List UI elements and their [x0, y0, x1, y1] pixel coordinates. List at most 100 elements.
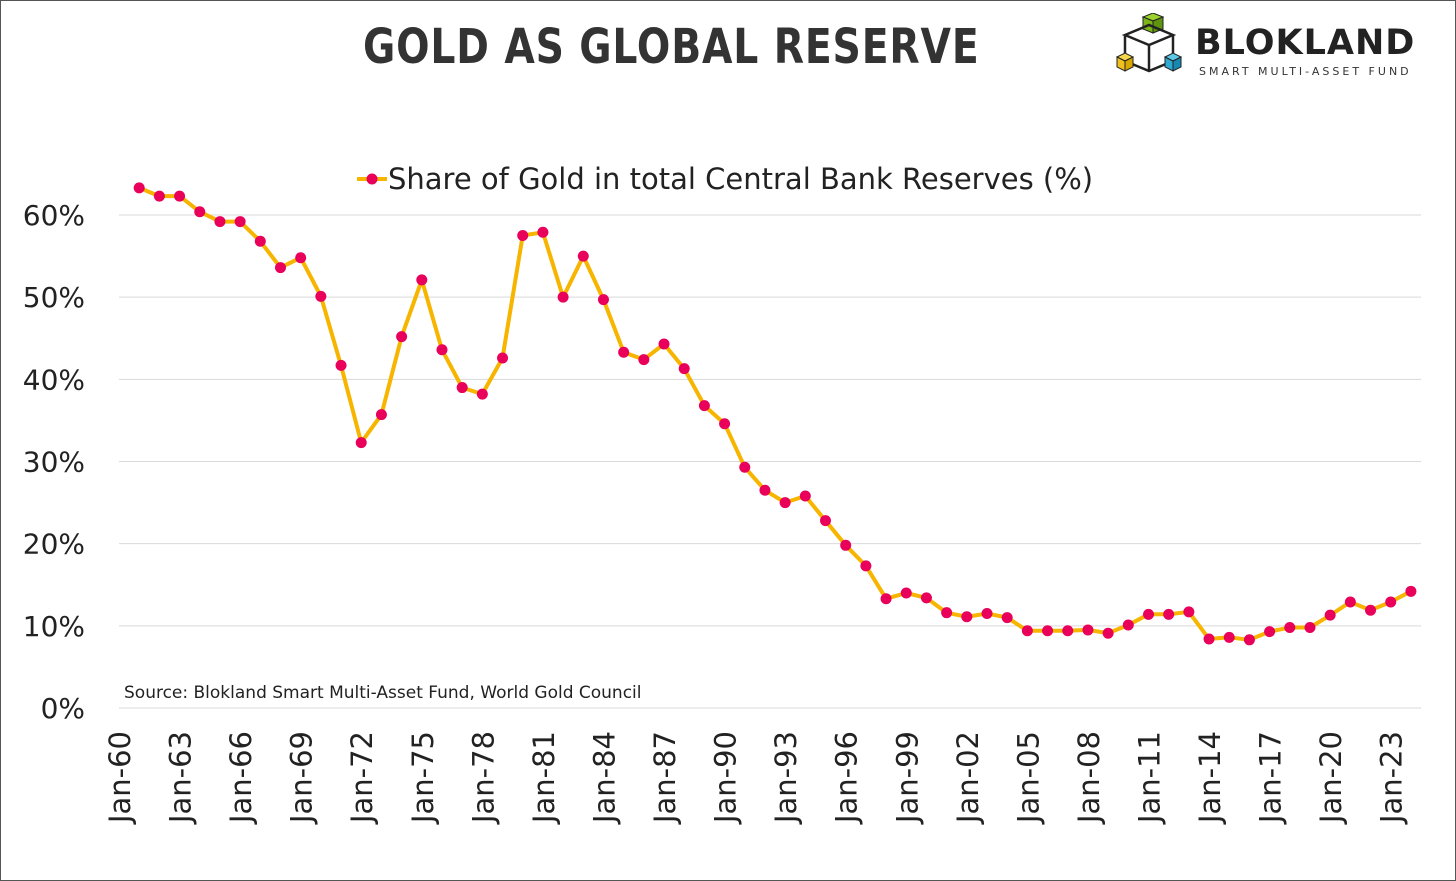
- data-point: [416, 274, 428, 286]
- data-point: [880, 593, 892, 605]
- x-tick-label: Jan-87: [648, 731, 682, 825]
- x-tick-label: Jan-99: [890, 731, 924, 825]
- blokland-logo: BLOKLAND SMART MULTI-ASSET FUND: [1113, 13, 1443, 83]
- data-point: [618, 346, 630, 358]
- data-point: [860, 560, 872, 572]
- x-tick-label: Jan-02: [951, 731, 985, 825]
- data-point: [840, 539, 852, 551]
- data-point: [234, 216, 246, 228]
- data-point: [1021, 625, 1033, 637]
- data-point: [497, 352, 509, 364]
- data-point: [1324, 609, 1336, 621]
- data-point: [1001, 612, 1013, 624]
- data-point: [133, 182, 145, 194]
- data-point: [396, 331, 408, 343]
- x-tick-label: Jan-63: [164, 731, 198, 825]
- y-tick-label: 30%: [23, 446, 85, 479]
- x-tick-label: Jan-20: [1314, 731, 1348, 825]
- data-point: [153, 190, 165, 202]
- source-note: Source: Blokland Smart Multi-Asset Fund,…: [124, 683, 642, 703]
- x-tick-label: Jan-90: [709, 731, 743, 825]
- data-point: [1264, 626, 1276, 638]
- data-point: [194, 206, 206, 218]
- data-point: [1102, 627, 1114, 639]
- data-point: [981, 608, 993, 620]
- data-point: [1365, 604, 1377, 616]
- data-point: [1405, 585, 1417, 597]
- x-tick-label: Jan-78: [466, 731, 500, 825]
- data-point: [638, 354, 650, 366]
- data-point: [355, 437, 367, 449]
- x-tick-label: Jan-75: [406, 731, 440, 825]
- series-line: [138, 186, 1412, 642]
- data-point: [759, 484, 771, 496]
- data-point: [779, 497, 791, 509]
- x-tick-label: Jan-14: [1193, 731, 1227, 825]
- data-point: [658, 338, 670, 350]
- y-tick-label: 10%: [23, 610, 85, 643]
- x-tick-label: Jan-81: [527, 731, 561, 825]
- series-markers: [133, 182, 1417, 646]
- data-point: [1223, 631, 1235, 643]
- data-point: [597, 294, 609, 306]
- chart-legend: Share of Gold in total Central Bank Rese…: [357, 162, 1093, 196]
- data-point: [375, 409, 387, 421]
- legend-marker-swatch: [366, 173, 378, 185]
- data-point: [174, 190, 186, 202]
- y-tick-label: 20%: [23, 528, 85, 561]
- data-point: [274, 262, 286, 274]
- data-point: [900, 587, 912, 599]
- x-tick-label: Jan-66: [224, 731, 258, 825]
- cube-logo-icon: [1115, 13, 1183, 73]
- data-point: [678, 363, 690, 375]
- x-tick-label: Jan-60: [103, 731, 137, 825]
- x-tick-label: Jan-69: [285, 731, 319, 825]
- x-tick-label: Jan-08: [1072, 731, 1106, 825]
- x-tick-label: Jan-05: [1011, 731, 1045, 825]
- logo-tagline: SMART MULTI-ASSET FUND: [1199, 65, 1412, 78]
- x-tick-label: Jan-17: [1254, 731, 1288, 825]
- data-point: [799, 490, 811, 502]
- data-point: [254, 235, 266, 247]
- x-tick-label: Jan-23: [1375, 731, 1409, 825]
- data-point: [335, 359, 347, 371]
- data-point: [1082, 624, 1094, 636]
- data-point: [1122, 619, 1134, 631]
- data-point: [517, 230, 529, 242]
- data-point: [1304, 621, 1316, 633]
- legend-label: Share of Gold in total Central Bank Rese…: [388, 162, 1093, 196]
- data-point: [1344, 596, 1356, 608]
- data-point: [1042, 625, 1054, 637]
- data-point: [820, 515, 832, 527]
- data-point: [941, 607, 953, 619]
- data-point: [476, 388, 488, 400]
- data-point: [456, 382, 468, 394]
- data-point: [1284, 621, 1296, 633]
- data-point: [1062, 625, 1074, 637]
- data-point: [436, 344, 448, 356]
- chart-title: GOLD AS GLOBAL RESERVE: [363, 19, 980, 75]
- data-point: [1203, 633, 1215, 645]
- data-point: [1163, 608, 1175, 620]
- y-tick-label: 40%: [23, 363, 85, 396]
- data-point: [1385, 596, 1397, 608]
- data-point: [214, 216, 226, 228]
- data-point: [537, 226, 549, 238]
- x-tick-label: Jan-93: [769, 731, 803, 825]
- x-tick-label: Jan-11: [1132, 731, 1166, 825]
- logo-name: BLOKLAND: [1195, 23, 1416, 63]
- x-tick-label: Jan-84: [587, 731, 621, 825]
- data-point: [577, 250, 589, 262]
- data-point: [920, 592, 932, 604]
- data-point: [1142, 608, 1154, 620]
- data-point: [315, 290, 327, 302]
- y-axis-ticks: 0% 10% 20% 30% 40% 50% 60%: [23, 199, 85, 725]
- x-tick-label: Jan-72: [345, 731, 379, 825]
- y-tick-label: 0%: [41, 692, 85, 725]
- gridlines: [119, 214, 1421, 709]
- y-tick-label: 50%: [23, 281, 85, 314]
- data-point: [1183, 606, 1195, 618]
- x-axis-ticks: Jan-60 Jan-63 Jan-66 Jan-69 Jan-72 Jan-75 Jan-…: [103, 731, 1409, 825]
